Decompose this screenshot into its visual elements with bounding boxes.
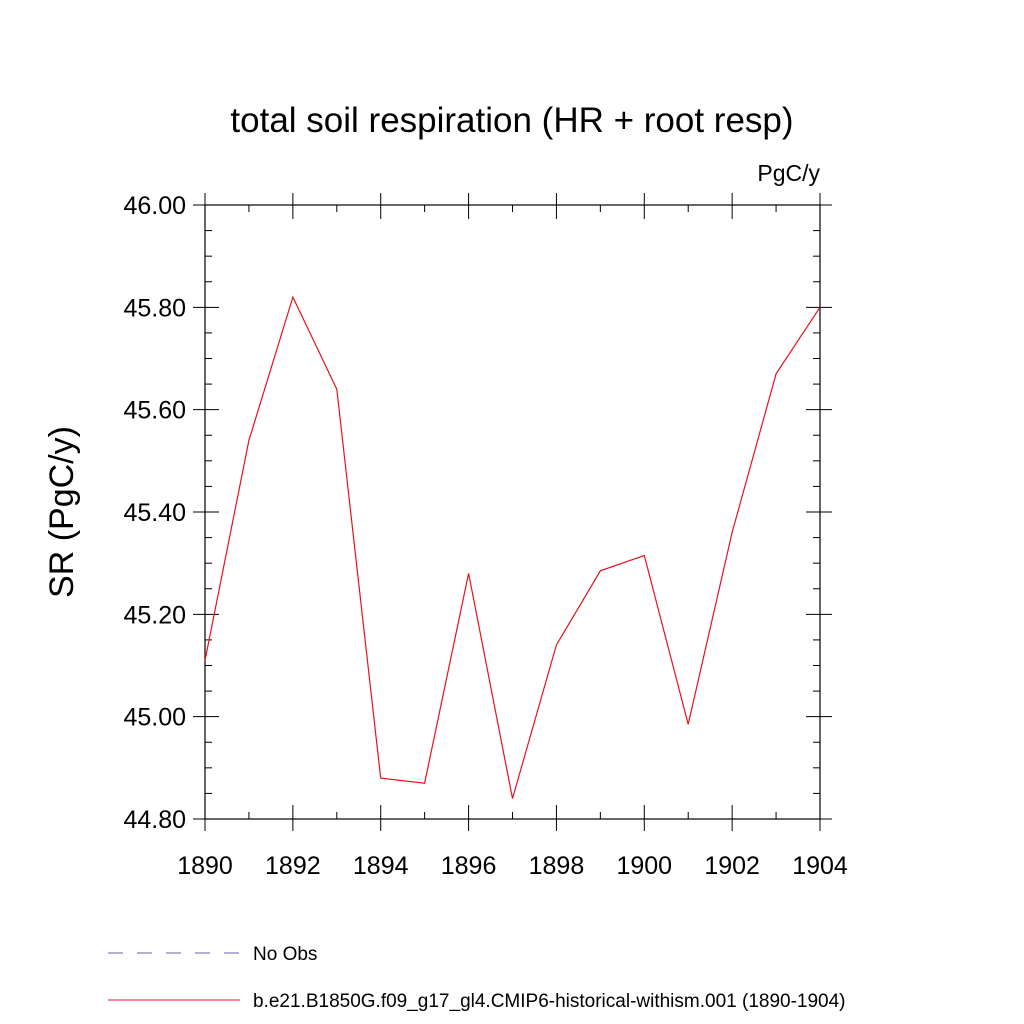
legend-label: b.e21.B1850G.f09_g17_gl4.CMIP6-historica… bbox=[253, 991, 846, 1012]
y-tick-label: 45.80 bbox=[123, 294, 186, 322]
y-tick-label: 45.60 bbox=[123, 397, 186, 425]
legend-label: No Obs bbox=[253, 944, 317, 965]
x-tick-label: 1896 bbox=[441, 852, 497, 880]
y-tick-labels: 44.80 45.00 45.20 45.40 45.60 45.80 46.00 bbox=[123, 192, 186, 834]
legend: No Obs b.e21.B1850G.f09_g17_gl4.CMIP6-his… bbox=[108, 944, 846, 1012]
x-tick-label: 1894 bbox=[353, 852, 409, 880]
y-tick-label: 44.80 bbox=[123, 806, 186, 834]
x-tick-labels: 1890 1892 1894 1896 1898 1900 1902 1904 bbox=[177, 852, 848, 880]
units-label: PgC/y bbox=[757, 160, 820, 186]
x-tick-label: 1892 bbox=[265, 852, 321, 880]
plot-frame bbox=[204, 204, 821, 820]
chart-title: total soil respiration (HR + root resp) bbox=[230, 101, 793, 140]
y-axis-label: SR (PgC/y) bbox=[43, 426, 81, 598]
y-tick-label: 46.00 bbox=[123, 192, 186, 220]
x-tick-label: 1900 bbox=[616, 852, 672, 880]
series-line bbox=[204, 295, 821, 799]
x-tick-label: 1898 bbox=[529, 852, 585, 880]
y-tick-label: 45.00 bbox=[123, 704, 186, 732]
x-tick-label: 1904 bbox=[792, 852, 848, 880]
y-tick-label: 45.40 bbox=[123, 499, 186, 527]
axis-ticks bbox=[193, 193, 832, 831]
x-tick-label: 1902 bbox=[704, 852, 760, 880]
x-tick-label: 1890 bbox=[177, 852, 233, 880]
y-tick-label: 45.20 bbox=[123, 601, 186, 629]
